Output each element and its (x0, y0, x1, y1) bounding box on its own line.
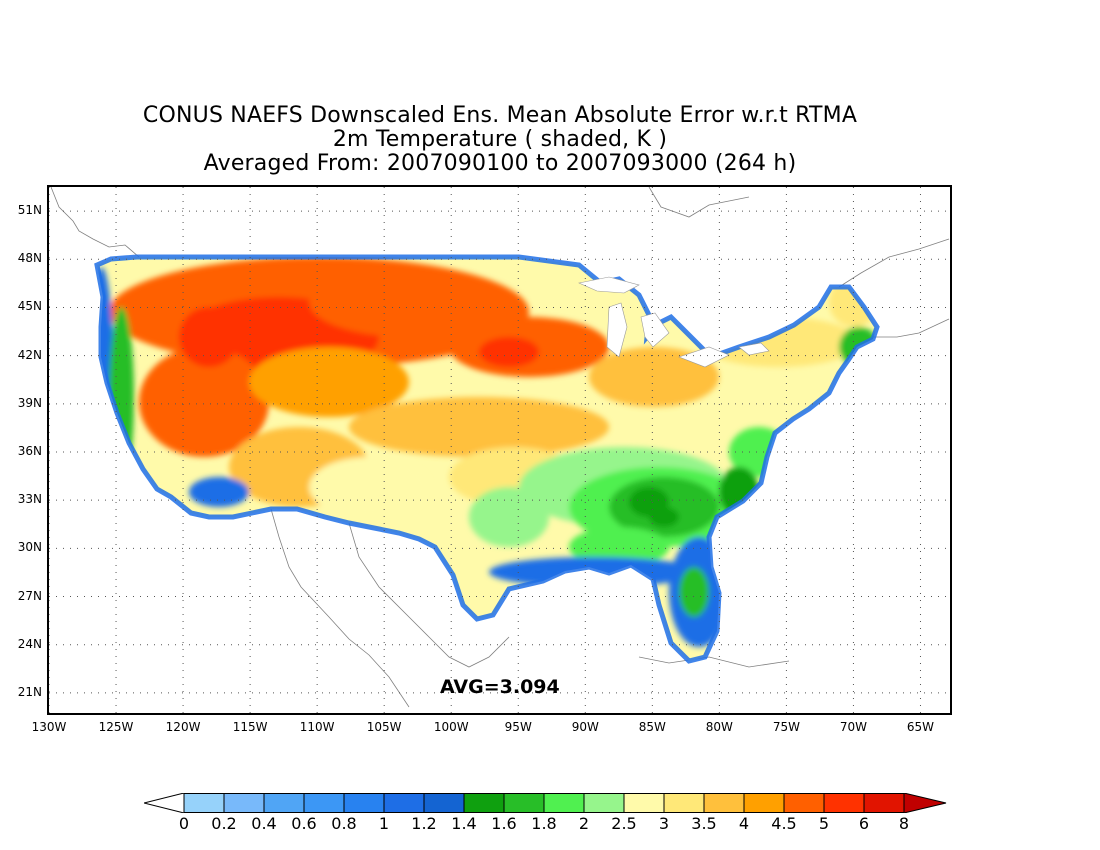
colorbar-box (503, 793, 545, 813)
lat-tick-label: 33N (17, 492, 42, 507)
coastal-band (94, 254, 880, 664)
colorbar-tick-label: 4 (738, 814, 750, 833)
colorbar-box (823, 793, 865, 813)
colorbar-tick-label: 2 (578, 814, 590, 833)
colorbar-box (343, 793, 385, 813)
error-region (679, 567, 709, 617)
lon-tick-label: 85W (638, 720, 666, 734)
lat-tick-label: 27N (17, 588, 42, 603)
colorbar-box (623, 793, 665, 813)
error-field (97, 257, 877, 661)
colorbar-tick-label: 1.6 (491, 814, 517, 833)
colorbar-box (303, 793, 345, 813)
lon-tick-label: 110W (299, 720, 335, 734)
colorbar-box (703, 793, 745, 813)
lon-tick-label: 70W (839, 720, 867, 734)
colorbar-box (863, 793, 905, 813)
lon-tick-label: 115W (232, 720, 268, 734)
colorbar-over-arrow (903, 793, 947, 813)
great-lakes (578, 276, 770, 368)
colorbar (144, 793, 947, 813)
colorbar-tick-label: 1.2 (411, 814, 437, 833)
colorbar-box (183, 793, 225, 813)
colorbar-tick-label: 3.5 (691, 814, 717, 833)
colorbar-tick-label: 0.6 (291, 814, 317, 833)
colorbar-tick-label: 0.4 (251, 814, 277, 833)
colorbar-tick-label: 5 (818, 814, 830, 833)
title-line-1: CONUS NAEFS Downscaled Ens. Mean Absolut… (142, 103, 858, 128)
lat-tick-label: 39N (17, 395, 42, 410)
error-region (469, 487, 549, 547)
lon-tick-label: 75W (772, 720, 800, 734)
error-region (489, 557, 699, 587)
colorbar-tick-label: 3 (658, 814, 670, 833)
error-region (349, 397, 609, 457)
error-region (309, 457, 429, 517)
error-region (649, 507, 679, 527)
lon-tick-label: 95W (504, 720, 532, 734)
colorbar-box (543, 793, 585, 813)
lat-tick-label: 21N (17, 684, 42, 699)
colorbar-tick-label: 1.4 (451, 814, 477, 833)
colorbar-box (383, 793, 425, 813)
lon-tick-label: 130W (31, 720, 67, 734)
graticule (49, 187, 950, 713)
colorbar-tick-label: 1 (378, 814, 390, 833)
colorbar-under-arrow (144, 793, 185, 813)
colorbar-tick-label: 2.5 (611, 814, 637, 833)
colorbar-tick-label: 8 (898, 814, 910, 833)
colorbar-box (223, 793, 265, 813)
lon-tick-label: 65W (906, 720, 935, 734)
colorbar-tick-label: 6 (858, 814, 870, 833)
average-label: AVG=3.094 (440, 676, 560, 698)
lon-tick-label: 90W (571, 720, 599, 734)
colorbar-box (663, 793, 705, 813)
error-region (479, 337, 539, 367)
error-region (139, 347, 269, 457)
lat-tick-label: 30N (17, 540, 42, 555)
title-line-2: 2m Temperature ( shaded, K ) (332, 127, 668, 152)
coastline-outlines (50, 187, 950, 708)
map-frame (47, 185, 952, 715)
lat-tick-label: 48N (17, 251, 42, 266)
error-region (589, 347, 719, 407)
error-region (699, 317, 859, 367)
colorbar-box (583, 793, 625, 813)
error-region (179, 307, 239, 367)
colorbar-box (263, 793, 305, 813)
lat-tick-label: 42N (17, 347, 42, 362)
colorbar-box (463, 793, 505, 813)
map-canvas (49, 187, 950, 713)
lat-tick-label: 45N (17, 299, 42, 314)
lon-tick-label: 125W (98, 720, 134, 734)
colorbar-tick-label: 0.8 (331, 814, 357, 833)
lon-tick-label: 100W (433, 720, 469, 734)
lat-tick-label: 51N (17, 203, 42, 218)
lon-tick-label: 105W (366, 720, 402, 734)
lon-tick-label: 80W (705, 720, 733, 734)
colorbar-tick-label: 4.5 (771, 814, 797, 833)
colorbar-box (743, 793, 785, 813)
lat-tick-label: 36N (17, 444, 42, 458)
error-region (249, 347, 409, 417)
lat-tick-label: 24N (17, 636, 42, 651)
colorbar-tick-label: 1.8 (531, 814, 557, 833)
colorbar-tick-label: 0.2 (211, 814, 237, 833)
error-region (309, 267, 509, 337)
lon-tick-label: 120W (165, 720, 201, 734)
colorbar-box (783, 793, 825, 813)
colorbar-box (423, 793, 465, 813)
title-line-3: Averaged From: 2007090100 to 2007093000 … (203, 151, 797, 176)
colorbar-tick-label: 0 (178, 814, 190, 833)
error-region (189, 477, 249, 507)
